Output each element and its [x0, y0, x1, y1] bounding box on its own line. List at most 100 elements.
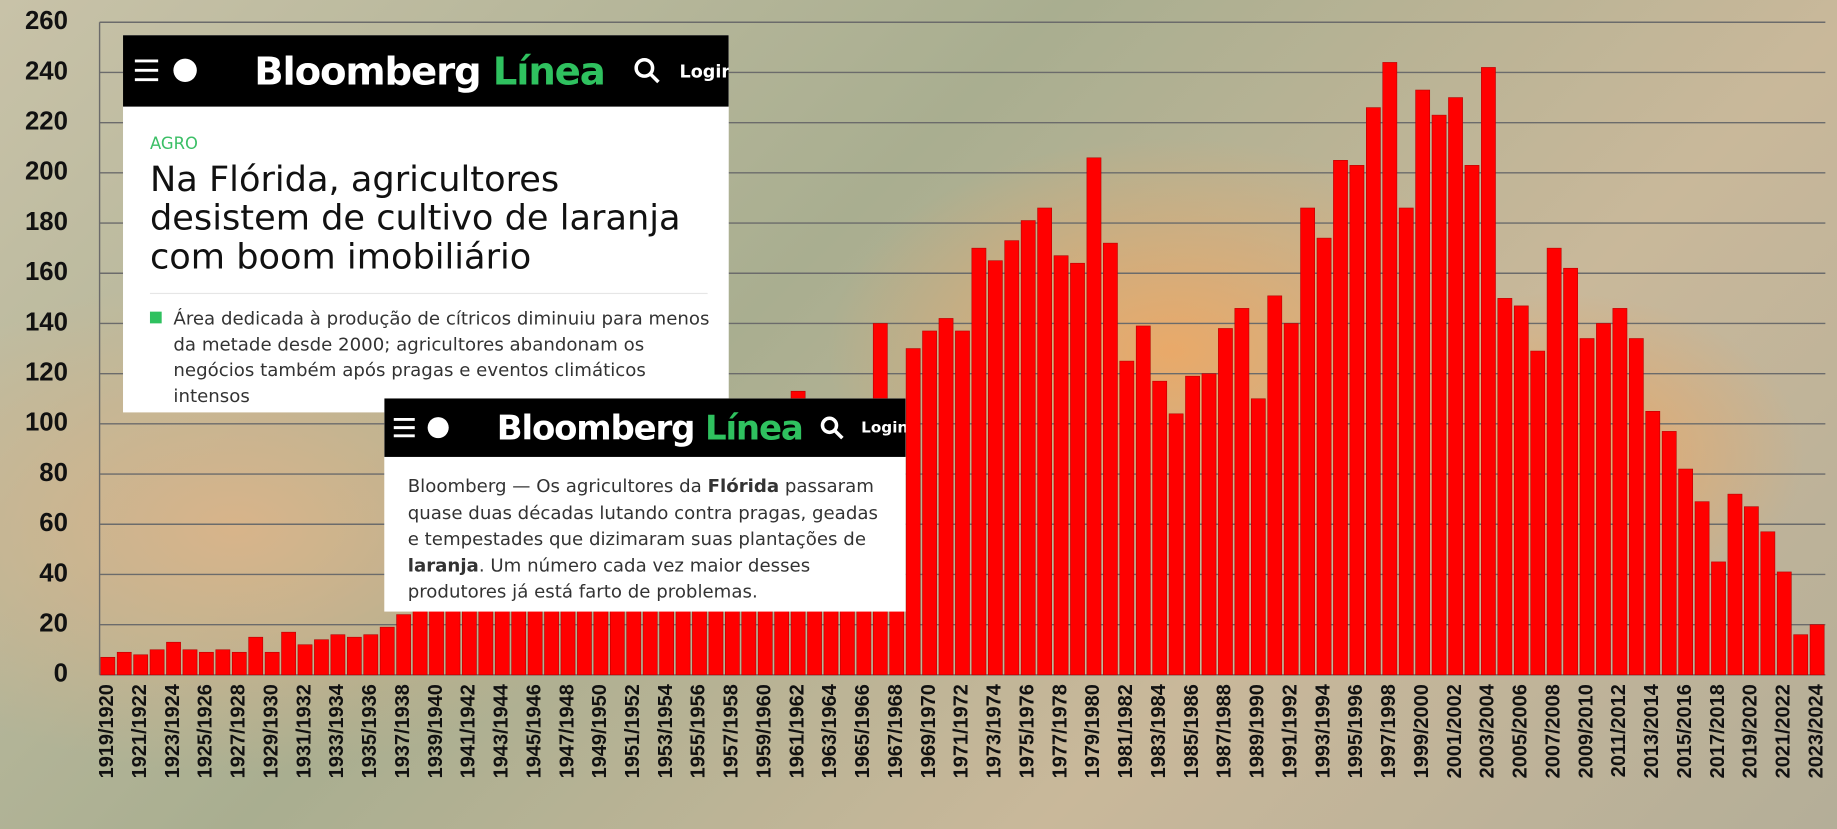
bar	[1530, 350, 1546, 676]
bar	[922, 330, 937, 676]
y-tick-label: 100	[25, 409, 68, 437]
x-tick-label: 1933/1934	[326, 684, 348, 778]
x-tick-label: 1941/1942	[458, 684, 480, 778]
x-tick-label: 1929/1930	[260, 684, 282, 778]
x-tick-label: 1939/1940	[425, 684, 447, 778]
y-tick-label: 240	[25, 57, 68, 85]
login[interactable]: Login	[679, 60, 729, 82]
bar	[199, 651, 214, 676]
bar	[1776, 571, 1792, 676]
bar	[1694, 501, 1710, 676]
x-tick-label: 1997/1998	[1378, 684, 1400, 778]
y-tick-label: 200	[25, 158, 68, 186]
x-tick-label: 1999/2000	[1411, 684, 1433, 778]
x-tick-label: 1965/1966	[852, 684, 874, 778]
bar	[1316, 237, 1332, 676]
x-tick-label: 1985/1986	[1181, 684, 1203, 778]
bar	[938, 318, 954, 676]
bar	[1513, 305, 1529, 676]
x-tick-label: 1989/1990	[1247, 684, 1269, 778]
text: . Um número cada vez maior desses produt…	[407, 554, 811, 603]
bar	[149, 649, 165, 676]
x-tick-label: 1949/1950	[589, 684, 611, 778]
x-tick-label: 1931/1932	[293, 684, 315, 778]
brand: Bloomberg	[254, 48, 481, 94]
x-tick-label: 1921/1922	[129, 684, 151, 778]
text: Bloomberg — Os agricultores da	[407, 475, 708, 497]
x-tick-label: 1993/1994	[1312, 684, 1334, 778]
x-tick-label: 2005/2006	[1510, 684, 1532, 778]
y-tick-label: 20	[39, 609, 68, 637]
x-tick-label: 2017/2018	[1707, 684, 1729, 778]
bar	[1678, 468, 1694, 676]
x-tick-label: 2001/2002	[1444, 684, 1466, 778]
bar	[1727, 493, 1743, 676]
bar	[166, 641, 181, 676]
x-tick-label: 1955/1956	[688, 684, 710, 778]
text: passaram quase duas décadas lutando cont…	[407, 475, 878, 550]
x-tick-label: 1971/1972	[951, 684, 973, 778]
bar	[1612, 308, 1628, 676]
x-tick-label: 1959/1960	[754, 684, 776, 778]
bar	[396, 614, 412, 676]
site-header: Bloomberg Línea Login	[384, 398, 906, 457]
headline: Na Flórida, agricultores desistem de cul…	[149, 159, 681, 278]
search-icon[interactable]	[634, 57, 662, 85]
x-tick-label: 2015/2016	[1674, 684, 1696, 778]
menu-icons[interactable]	[134, 54, 205, 89]
bar	[215, 649, 231, 676]
login[interactable]: Login	[861, 418, 906, 437]
article-card: Bloomberg Línea Login AGRO Na Flórida, a…	[123, 35, 729, 413]
x-tick-label: 2013/2014	[1641, 684, 1663, 778]
y-tick-label: 160	[25, 258, 68, 286]
bar	[955, 330, 970, 676]
bar	[1135, 325, 1151, 676]
section: AGRO	[149, 134, 198, 154]
bar	[1119, 360, 1135, 676]
bullet: Área dedicada à produção de cítricos dim…	[149, 306, 717, 409]
bar	[1628, 338, 1644, 676]
bar	[182, 649, 198, 676]
bar	[1744, 506, 1759, 676]
bar	[1201, 373, 1217, 676]
x-tick-label: 1953/1954	[655, 684, 677, 778]
x-tick-label: 1945/1946	[523, 684, 545, 778]
x-tick-label: 1975/1976	[1016, 684, 1038, 778]
bar	[314, 639, 329, 676]
brand: Bloomberg	[496, 407, 696, 448]
x-tick-label: 2011/2012	[1608, 684, 1630, 777]
x-tick-label: 1935/1936	[359, 684, 381, 778]
bar	[1579, 338, 1595, 676]
bar	[1596, 323, 1611, 676]
bar	[1563, 267, 1578, 676]
bar	[1283, 323, 1299, 676]
bar	[1070, 262, 1085, 676]
x-tick-label: 1969/1970	[918, 684, 940, 778]
logo[interactable]: Bloomberg Línea	[496, 407, 804, 448]
y-tick-label: 80	[39, 459, 68, 487]
x-tick-label: 1923/1924	[162, 684, 184, 778]
y-tick-label: 180	[25, 208, 68, 236]
menu-icons[interactable]	[393, 412, 464, 447]
x-tick-label: 2019/2020	[1740, 684, 1762, 778]
y-tick-label: 60	[39, 509, 68, 537]
bar	[1300, 207, 1315, 676]
bar	[1333, 160, 1348, 676]
bar	[1464, 165, 1480, 676]
search-icon[interactable]	[820, 416, 846, 442]
x-tick-label: 2023/2024	[1805, 684, 1827, 778]
bar	[971, 247, 987, 676]
x-tick-label: 1963/1964	[819, 684, 841, 778]
bar	[1086, 157, 1102, 676]
bar	[1168, 413, 1184, 676]
bar	[1809, 624, 1825, 676]
x-tick-label: 1983/1984	[1148, 684, 1170, 778]
bar	[1398, 207, 1414, 676]
bar	[1793, 634, 1809, 676]
bar	[1431, 114, 1447, 676]
logo[interactable]: Bloomberg Línea	[254, 48, 606, 94]
x-tick-label: 1979/1980	[1082, 684, 1104, 778]
x-tick-label: 1951/1952	[622, 684, 644, 778]
